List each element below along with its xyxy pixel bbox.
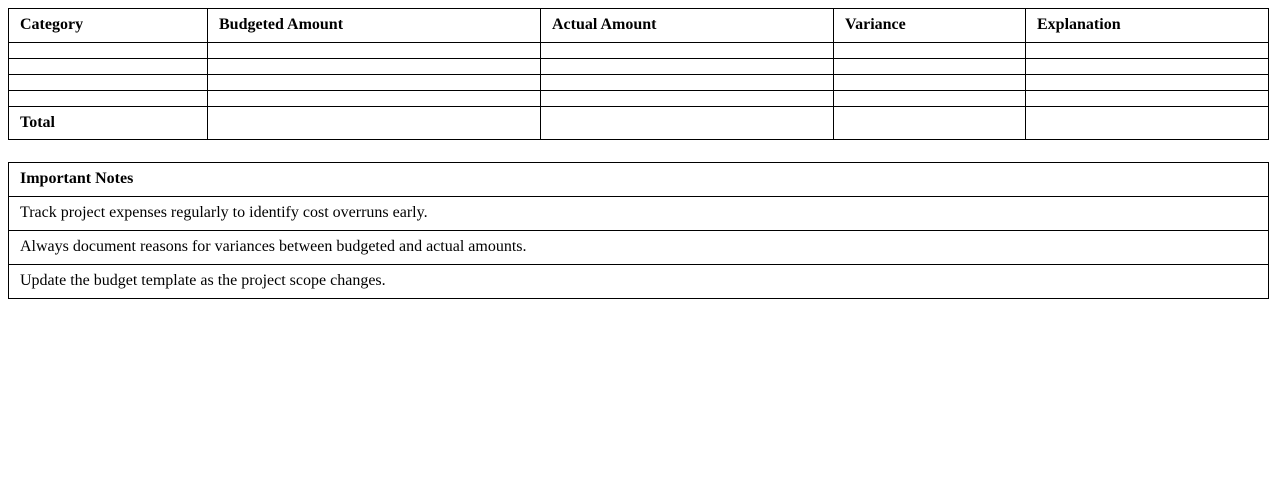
budget-empty-row: [8, 90, 1269, 107]
empty-cell-explanation[interactable]: [1025, 42, 1269, 59]
total-budgeted-amount-cell[interactable]: [207, 106, 541, 140]
note-row: Update the budget template as the projec…: [8, 264, 1269, 299]
note-cell: Update the budget template as the projec…: [8, 264, 1269, 299]
important-notes-table: Important Notes Track project expenses r…: [8, 162, 1269, 299]
empty-cell-variance[interactable]: [833, 74, 1026, 91]
empty-cell-actual-amount[interactable]: [540, 90, 834, 107]
budget-table: Category Budgeted Amount Actual Amount V…: [8, 8, 1269, 140]
note-row: Always document reasons for variances be…: [8, 230, 1269, 265]
empty-cell-actual-amount[interactable]: [540, 74, 834, 91]
note-cell: Always document reasons for variances be…: [8, 230, 1269, 265]
total-actual-amount-cell[interactable]: [540, 106, 834, 140]
budget-total-row: Total: [8, 106, 1269, 140]
total-explanation-cell[interactable]: [1025, 106, 1269, 140]
empty-cell-budgeted-amount[interactable]: [207, 58, 541, 75]
budget-empty-row: [8, 74, 1269, 91]
header-cell-category: Category: [8, 8, 208, 43]
empty-cell-budgeted-amount[interactable]: [207, 42, 541, 59]
total-variance-cell[interactable]: [833, 106, 1026, 140]
empty-cell-variance[interactable]: [833, 58, 1026, 75]
empty-cell-actual-amount[interactable]: [540, 58, 834, 75]
total-label-cell: Total: [8, 106, 208, 140]
empty-cell-category[interactable]: [8, 90, 208, 107]
document-page: Category Budgeted Amount Actual Amount V…: [0, 8, 1278, 501]
budget-header-row: Category Budgeted Amount Actual Amount V…: [8, 8, 1269, 43]
budget-empty-row: [8, 42, 1269, 59]
note-cell: Track project expenses regularly to iden…: [8, 196, 1269, 231]
empty-cell-explanation[interactable]: [1025, 58, 1269, 75]
header-cell-budgeted-amount: Budgeted Amount: [207, 8, 541, 43]
empty-cell-category[interactable]: [8, 74, 208, 91]
empty-cell-variance[interactable]: [833, 90, 1026, 107]
empty-cell-explanation[interactable]: [1025, 90, 1269, 107]
empty-cell-budgeted-amount[interactable]: [207, 90, 541, 107]
header-cell-variance: Variance: [833, 8, 1026, 43]
empty-cell-category[interactable]: [8, 58, 208, 75]
header-cell-explanation: Explanation: [1025, 8, 1269, 43]
empty-cell-variance[interactable]: [833, 42, 1026, 59]
notes-header-row: Important Notes: [8, 162, 1269, 197]
empty-cell-explanation[interactable]: [1025, 74, 1269, 91]
budget-empty-row: [8, 58, 1269, 75]
note-row: Track project expenses regularly to iden…: [8, 196, 1269, 231]
empty-cell-budgeted-amount[interactable]: [207, 74, 541, 91]
header-cell-actual-amount: Actual Amount: [540, 8, 834, 43]
empty-cell-actual-amount[interactable]: [540, 42, 834, 59]
notes-header-cell: Important Notes: [8, 162, 1269, 197]
empty-cell-category[interactable]: [8, 42, 208, 59]
